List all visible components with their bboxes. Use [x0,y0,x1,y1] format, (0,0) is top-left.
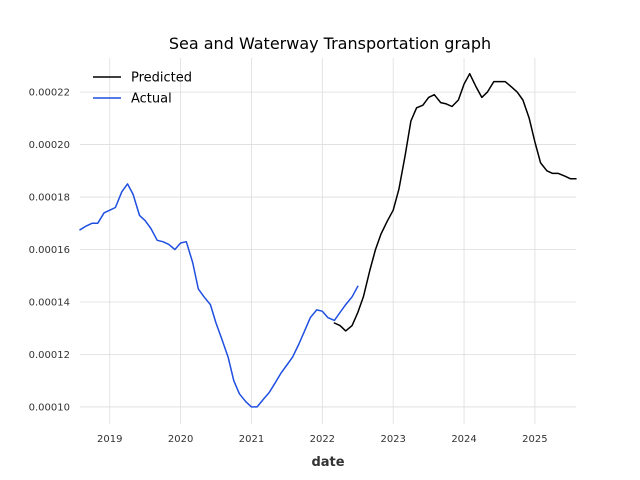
legend-label-predicted: Predicted [131,71,192,86]
x-axis-title: date [311,455,344,470]
chart-title: Sea and Waterway Transportation graph [169,34,491,53]
x-tick-label: 2025 [522,434,547,445]
y-tick-label: 0.00022 [29,88,70,99]
y-tick-label: 0.00020 [29,140,70,151]
y-tick-label: 0.00014 [29,298,70,309]
series-line-actual [79,183,359,408]
legend-label-actual: Actual [131,92,172,107]
x-tick-label: 2024 [451,434,476,445]
x-tick-label: 2021 [239,434,264,445]
x-tick-label: 2019 [97,434,122,445]
x-tick-label: 2022 [310,434,335,445]
x-tick-label: 2023 [380,434,405,445]
y-tick-label: 0.00010 [29,402,70,413]
series-lines [79,72,577,408]
tick-labels: 2019 2020 2021 2022 2023 2024 2025 0.00010 0.000… [29,88,548,445]
x-tick-label: 2020 [168,434,193,445]
legend: Predicted Actual [93,71,192,107]
grid [80,58,576,424]
y-tick-label: 0.00018 [29,193,70,204]
series-line-predicted [333,72,577,332]
y-tick-label: 0.00016 [29,245,70,256]
y-tick-label: 0.00012 [29,350,70,361]
